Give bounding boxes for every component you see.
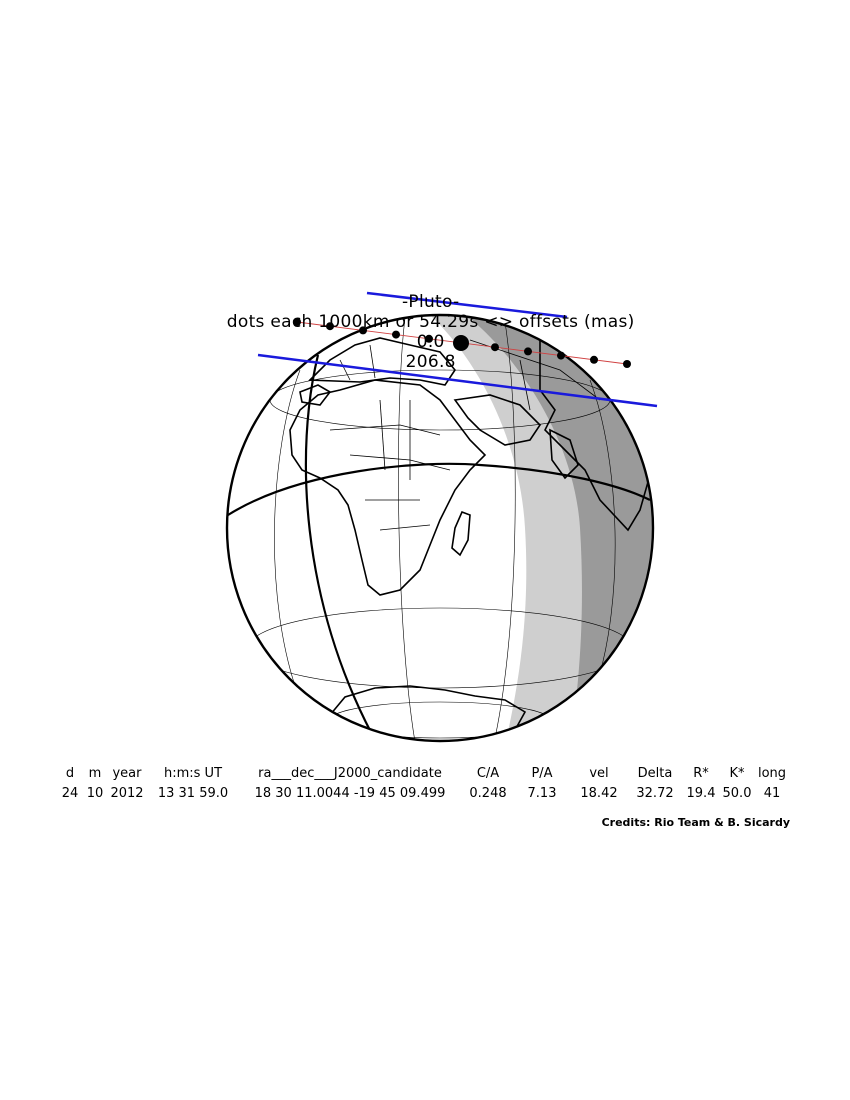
header-year: year: [112, 766, 142, 781]
header-ca: C/A: [476, 766, 500, 781]
path-dot: [425, 334, 433, 343]
value-pa: 7.13: [527, 786, 557, 801]
dots-description: dots each 1000km or 54.29s <> offsets (m…: [226, 312, 635, 332]
europe-coast: [308, 337, 456, 386]
header-pa: P/A: [531, 766, 553, 781]
value-radec: 18 30 11.0044 -19 45 09.499: [254, 786, 446, 801]
path-dot: [557, 351, 565, 360]
country-borders: [329, 339, 601, 531]
path-dot: [590, 355, 598, 364]
value-long: 41: [763, 786, 781, 801]
iberia-coast: [299, 384, 332, 406]
africa-coast: [289, 379, 487, 596]
path-dot: [524, 347, 532, 356]
value-year: 2012: [110, 786, 144, 801]
credits: Credits: Rio Team & B. Sicardy: [601, 816, 790, 829]
map-title: -Pluto- dots each 1000km or 54.29s <> of…: [0, 272, 850, 372]
value-vel: 18.42: [580, 786, 618, 801]
header-m: m: [88, 766, 102, 781]
path-dot: [491, 343, 499, 352]
object-name: -Pluto-: [401, 292, 460, 312]
madagascar-coast: [451, 510, 471, 557]
parameters-table: d m year h:m:s UT ra___dec___J2000_candi…: [0, 766, 850, 806]
shadow-limit-south: [257, 353, 658, 408]
header-d: d: [65, 766, 75, 781]
value-m: 10: [86, 786, 104, 801]
prime-meridian: [304, 354, 376, 741]
shadow-centre-path: [293, 318, 631, 368]
header-long: long: [757, 766, 787, 781]
value-time: 13 31 59.0: [157, 786, 229, 801]
closest-approach-dot: [453, 335, 469, 351]
header-time: h:m:s UT: [163, 766, 223, 781]
value-kstar: 50.0: [722, 786, 752, 801]
antarctica-coast: [328, 685, 527, 741]
globe-limb: [225, 313, 655, 743]
value-rstar: 19.4: [686, 786, 716, 801]
header-radec: ra___dec___J2000_candidate: [258, 766, 442, 781]
offset-x: 0.0: [416, 332, 445, 352]
path-dot: [326, 322, 334, 331]
header-delta: Delta: [637, 766, 673, 781]
header-vel: vel: [589, 766, 609, 781]
offset-y: 206.8: [405, 352, 456, 372]
india-coast: [549, 428, 579, 480]
shadow-limit-north: [366, 291, 568, 319]
header-kstar: K*: [729, 766, 745, 781]
value-d: 24: [61, 786, 79, 801]
path-dot: [623, 360, 631, 368]
earth-globe: [225, 313, 655, 743]
path-dot: [392, 330, 400, 339]
header-rstar: R*: [693, 766, 709, 781]
value-ca: 0.248: [469, 786, 507, 801]
arabia-coast: [453, 394, 542, 446]
path-dot: [359, 326, 367, 335]
value-delta: 32.72: [636, 786, 674, 801]
path-dot: [293, 318, 301, 326]
